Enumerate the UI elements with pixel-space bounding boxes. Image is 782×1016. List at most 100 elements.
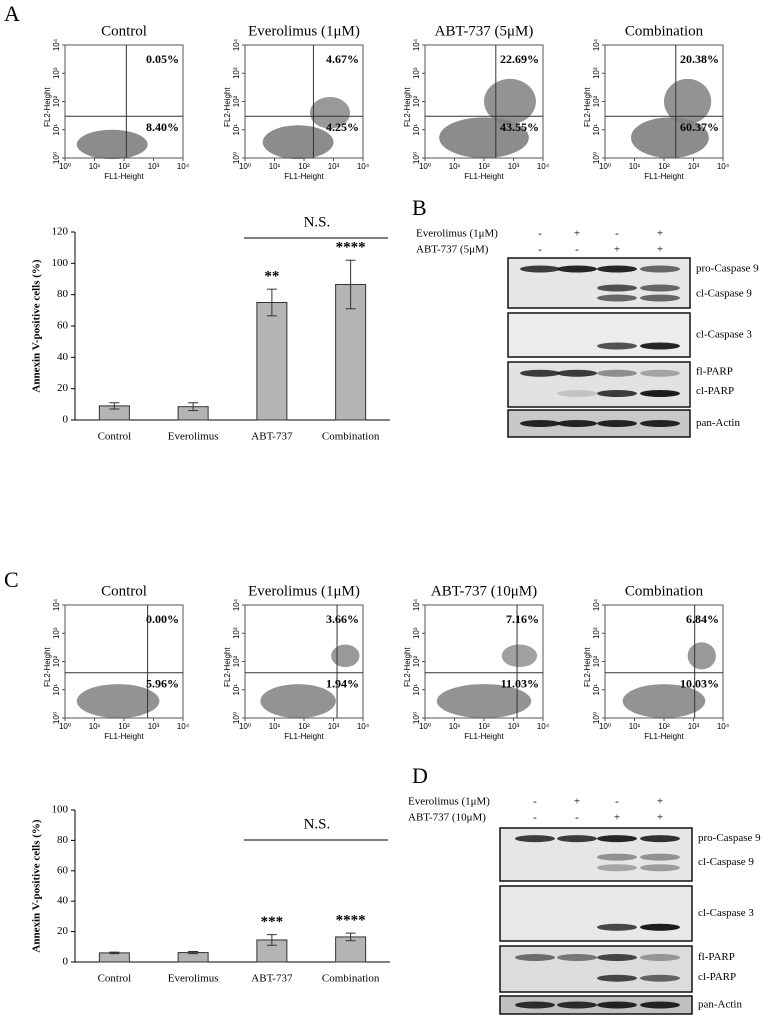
blot-band bbox=[557, 369, 597, 377]
panel-label: D bbox=[412, 763, 428, 788]
x-tick-label: 10² bbox=[298, 162, 310, 171]
x-tick-label: 10³ bbox=[688, 162, 700, 171]
plot-title: Combination bbox=[625, 23, 704, 39]
quadrant-percent: 22.69% bbox=[500, 52, 539, 66]
x-tick-label: Control bbox=[98, 431, 132, 443]
y-tick-label: 20 bbox=[57, 925, 69, 937]
x-axis-label: FL1-Height bbox=[104, 732, 144, 741]
treatment-sign: + bbox=[657, 228, 663, 240]
y-tick-label: 10⁴ bbox=[52, 598, 61, 611]
plot-title: Everolimus (1μM) bbox=[248, 583, 360, 599]
x-tick-label: 10³ bbox=[328, 722, 340, 731]
blot-band bbox=[640, 294, 680, 302]
y-tick-label: 10³ bbox=[52, 627, 61, 639]
cell-cloud bbox=[630, 117, 709, 158]
y-tick-label: 0 bbox=[63, 956, 69, 968]
treatment-label: Everolimus (1μM) bbox=[416, 228, 498, 240]
x-tick-label: 10⁴ bbox=[177, 162, 190, 171]
y-axis-label: FL2-Height bbox=[223, 647, 232, 687]
x-tick-label: ABT-737 bbox=[251, 431, 293, 443]
x-tick-label: 10¹ bbox=[89, 722, 101, 731]
x-tick-label: 10³ bbox=[148, 722, 160, 731]
blot-band bbox=[640, 923, 680, 931]
x-tick-label: 10⁰ bbox=[419, 722, 431, 731]
band-label: pro-Caspase 9 bbox=[696, 263, 759, 275]
x-axis-label: FL1-Height bbox=[104, 172, 144, 181]
y-axis-label: FL2-Height bbox=[403, 647, 412, 687]
x-axis-label: FL1-Height bbox=[464, 172, 504, 181]
significance: ** bbox=[264, 269, 279, 285]
blot-box bbox=[507, 312, 691, 358]
cell-cloud bbox=[260, 684, 336, 718]
y-tick-label: 10³ bbox=[592, 67, 601, 79]
plot-title: Control bbox=[101, 23, 147, 39]
blot-band bbox=[640, 390, 680, 397]
y-tick-label: 120 bbox=[52, 226, 69, 238]
x-tick-label: 10² bbox=[658, 162, 670, 171]
significance: *** bbox=[261, 914, 284, 930]
blot-band bbox=[597, 1001, 637, 1009]
y-axis-label: FL2-Height bbox=[223, 87, 232, 127]
y-tick-label: 10² bbox=[232, 655, 241, 667]
y-tick-label: 10⁰ bbox=[52, 152, 61, 164]
cell-cloud bbox=[331, 644, 360, 668]
quadrant-percent: 0.00% bbox=[146, 612, 179, 626]
blot-box bbox=[499, 945, 693, 993]
plot-title: ABT-737 (5μM) bbox=[435, 23, 534, 39]
x-tick-label: Combination bbox=[322, 973, 380, 985]
y-tick-label: 10³ bbox=[412, 67, 421, 79]
blot-band bbox=[597, 294, 637, 302]
plot-title: ABT-737 (10μM) bbox=[431, 583, 537, 599]
cell-cloud bbox=[501, 644, 538, 668]
y-tick-label: 10³ bbox=[52, 67, 61, 79]
x-tick-label: 10³ bbox=[688, 722, 700, 731]
cell-cloud bbox=[309, 96, 351, 129]
blot-band bbox=[640, 284, 680, 292]
y-axis-label: Annexin V-positive cells (%) bbox=[31, 259, 43, 392]
blot-band bbox=[597, 390, 637, 397]
significance: **** bbox=[336, 913, 366, 929]
band-label: cl-Caspase 9 bbox=[698, 856, 754, 868]
quadrant-percent: 0.05% bbox=[146, 52, 179, 66]
y-tick-label: 60 bbox=[57, 864, 69, 876]
quadrant-percent: 11.03% bbox=[501, 677, 539, 691]
treatment-sign: + bbox=[614, 812, 620, 824]
x-axis-label: FL1-Height bbox=[464, 732, 504, 741]
x-tick-label: Control bbox=[98, 973, 132, 985]
x-tick-label: 10¹ bbox=[449, 722, 461, 731]
quadrant-percent: 20.38% bbox=[680, 52, 719, 66]
band-label: cl-Caspase 3 bbox=[696, 329, 752, 341]
x-tick-label: 10⁰ bbox=[599, 722, 611, 731]
quadrant-percent: 3.66% bbox=[326, 612, 359, 626]
y-axis-label: FL2-Height bbox=[43, 647, 52, 687]
quadrant-percent: 6.84% bbox=[686, 612, 719, 626]
band-label: cl-Caspase 3 bbox=[698, 907, 754, 919]
blot-band bbox=[557, 835, 597, 843]
treatment-sign: + bbox=[574, 228, 580, 240]
cell-cloud bbox=[76, 129, 148, 160]
treatment-sign: + bbox=[657, 812, 663, 824]
x-tick-label: Everolimus bbox=[168, 973, 219, 985]
x-tick-label: 10⁰ bbox=[599, 162, 611, 171]
blot-band bbox=[597, 923, 637, 931]
y-tick-label: 10³ bbox=[412, 627, 421, 639]
treatment-sign: + bbox=[574, 796, 580, 808]
band-label: cl-Caspase 9 bbox=[696, 288, 752, 300]
blot-box bbox=[507, 361, 691, 408]
x-tick-label: 10¹ bbox=[269, 162, 281, 171]
x-tick-label: 10⁰ bbox=[239, 162, 251, 171]
x-tick-label: 10⁴ bbox=[537, 162, 550, 171]
y-tick-label: 10⁴ bbox=[52, 38, 61, 51]
y-tick-label: 10³ bbox=[232, 67, 241, 79]
cell-cloud bbox=[687, 642, 716, 670]
blot-band bbox=[597, 954, 637, 961]
quadrant-percent: 43.55% bbox=[500, 120, 539, 134]
blot-band bbox=[640, 853, 680, 861]
cell-cloud bbox=[76, 684, 160, 718]
bar bbox=[256, 302, 288, 421]
blot-band bbox=[640, 954, 680, 961]
x-tick-label: 10¹ bbox=[89, 162, 101, 171]
y-tick-label: 10² bbox=[52, 655, 61, 667]
bracket-label: N.S. bbox=[304, 214, 331, 230]
x-tick-label: 10² bbox=[478, 722, 490, 731]
